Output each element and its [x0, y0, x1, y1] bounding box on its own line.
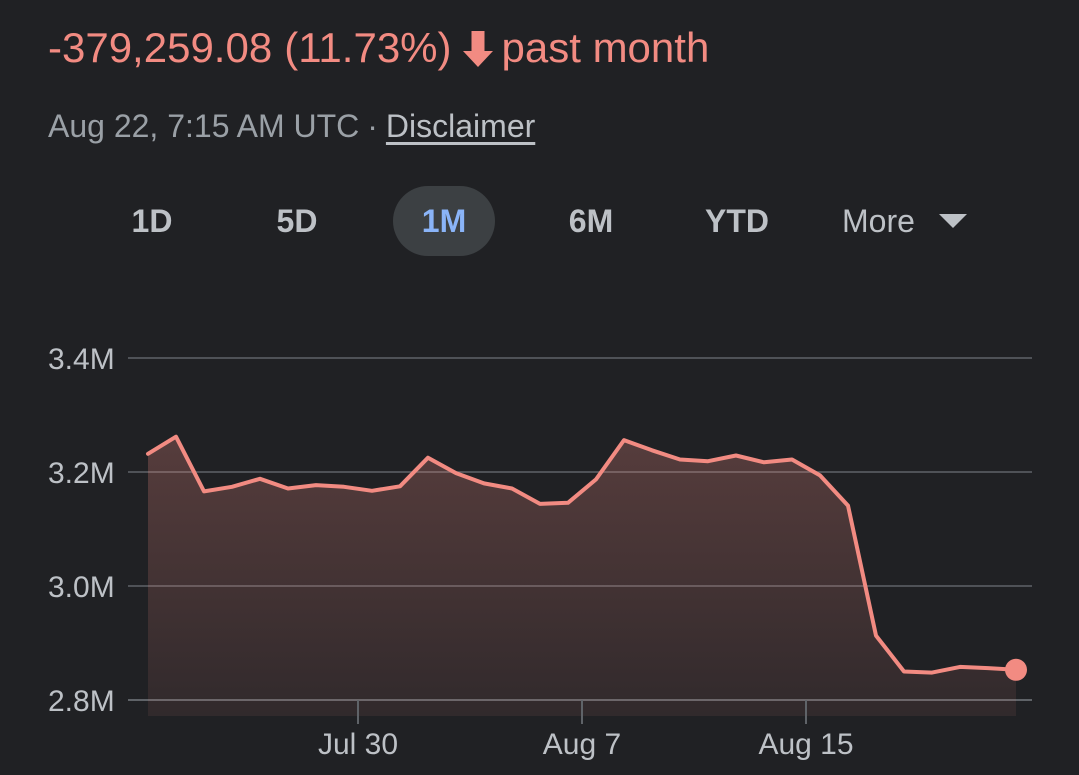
x-tick-label: Aug 7	[543, 728, 621, 761]
disclaimer-link[interactable]: Disclaimer	[385, 107, 536, 144]
data-point	[426, 456, 430, 460]
data-point	[958, 665, 962, 669]
data-point	[230, 485, 234, 489]
separator: ·	[367, 107, 378, 144]
data-point	[902, 670, 906, 674]
timestamp-row: Aug 22, 7:15 AM UTC · Disclaimer	[48, 104, 535, 148]
change-percent: (11.73%)	[284, 24, 452, 71]
tab-5d[interactable]: 5D	[276, 203, 318, 239]
data-point	[454, 471, 458, 475]
tab-1d[interactable]: 1D	[131, 203, 173, 239]
data-point	[314, 483, 318, 487]
data-point	[342, 485, 346, 489]
y-tick-label: 3.4M	[48, 343, 115, 376]
data-point	[846, 504, 850, 508]
tab-more[interactable]: More	[842, 186, 1002, 256]
timestamp: Aug 22, 7:15 AM UTC	[48, 107, 360, 144]
data-point	[762, 460, 766, 464]
more-label: More	[842, 203, 915, 239]
data-point	[790, 458, 794, 462]
current-value-dot	[1005, 658, 1027, 681]
data-point	[650, 448, 654, 452]
data-point	[146, 452, 150, 456]
data-point	[174, 435, 178, 439]
data-point	[874, 634, 878, 638]
change-value: -379,259.08	[48, 24, 273, 71]
data-point	[482, 481, 486, 485]
data-point	[594, 477, 598, 481]
tab-1m[interactable]: 1M	[393, 186, 495, 256]
series-area	[148, 436, 1016, 716]
change-period: past month	[501, 24, 710, 71]
data-point	[398, 484, 402, 488]
tab-ytd[interactable]: YTD	[705, 203, 769, 239]
data-point	[678, 458, 682, 462]
data-point	[706, 459, 710, 463]
data-point	[538, 502, 542, 506]
arrow-down-icon	[458, 26, 498, 70]
data-point	[622, 438, 626, 442]
tab-6m[interactable]: 6M	[568, 203, 614, 239]
data-point	[818, 473, 822, 477]
data-point	[202, 489, 206, 493]
data-point	[370, 489, 374, 493]
caret-down-icon	[938, 214, 967, 228]
data-point	[930, 671, 934, 675]
data-point	[286, 487, 290, 491]
x-tick-label: Jul 30	[318, 728, 398, 761]
y-tick-label: 2.8M	[48, 685, 115, 718]
data-point	[734, 454, 738, 458]
data-point	[566, 501, 570, 505]
data-point	[986, 666, 990, 670]
x-tick-label: Aug 15	[758, 728, 853, 761]
data-point	[258, 477, 262, 481]
data-point	[510, 487, 514, 491]
series-line	[146, 434, 1018, 675]
y-tick-label: 3.0M	[48, 571, 115, 604]
range-tabs: 1D 5D 1M 6M YTD More	[0, 186, 1079, 256]
price-change-summary: -379,259.08 (11.73%) past month	[48, 16, 709, 80]
y-tick-label: 3.2M	[48, 457, 115, 490]
